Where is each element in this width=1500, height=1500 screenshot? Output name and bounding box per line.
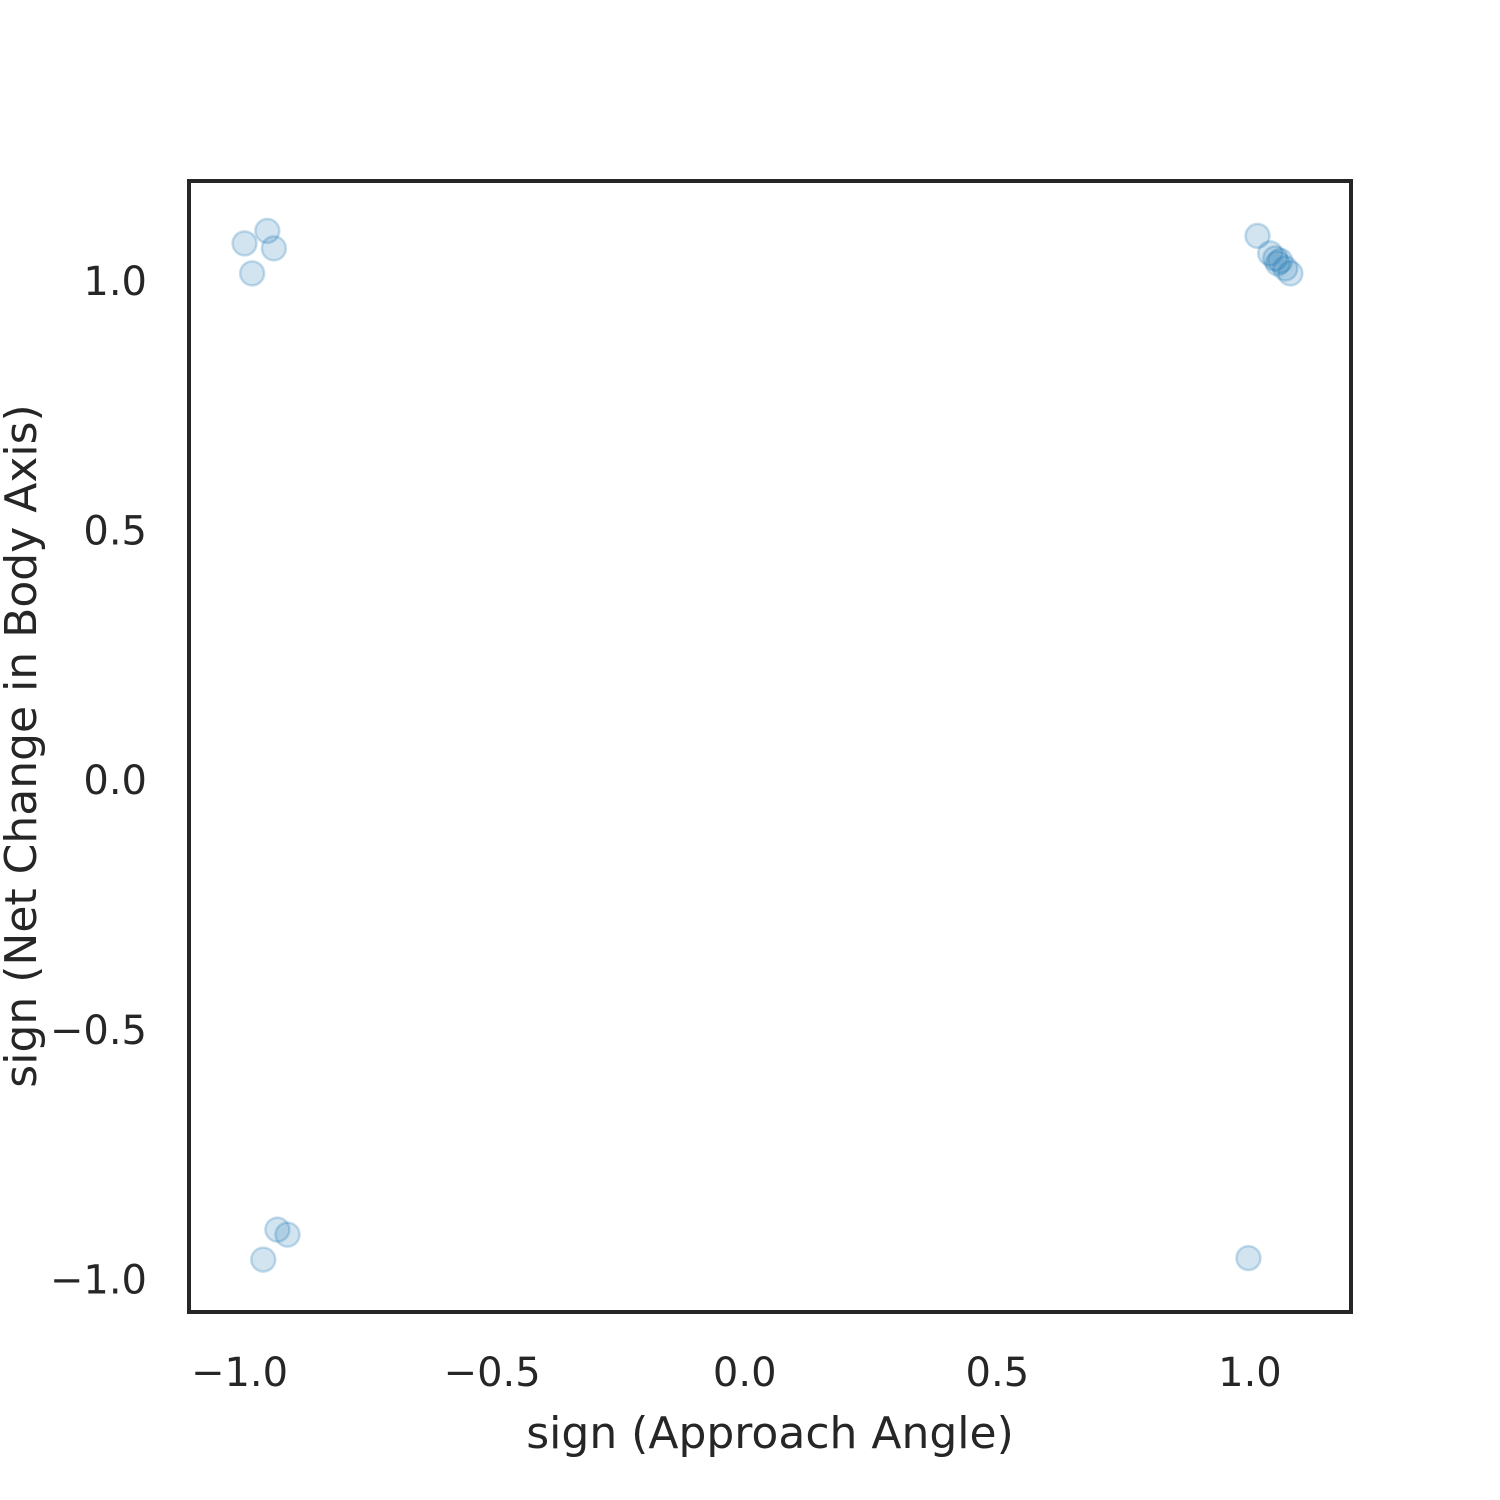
y-tick-label: −0.5 bbox=[50, 1008, 147, 1054]
plot-background bbox=[189, 181, 1351, 1312]
scatter-point bbox=[1261, 245, 1289, 272]
y-axis-label: sign (Net Change in Body Axis) bbox=[0, 404, 47, 1087]
scatter-point bbox=[231, 230, 258, 257]
scatter-point bbox=[254, 217, 281, 245]
x-tick-label: 0.5 bbox=[966, 1350, 1030, 1396]
scatter-point bbox=[1267, 247, 1294, 275]
scatter-point bbox=[1277, 260, 1304, 287]
y-tick-label: 0.5 bbox=[83, 509, 147, 555]
y-tick-label: 0.0 bbox=[83, 758, 147, 804]
scatter-point bbox=[250, 1246, 277, 1273]
y-tick-label: 1.0 bbox=[83, 259, 147, 305]
y-tick-labels: −1.0 −0.5 0.0 0.5 1.0 bbox=[50, 259, 147, 1304]
x-tick-labels: −1.0 −0.5 0.0 0.5 1.0 bbox=[191, 1350, 1282, 1396]
scatter-point bbox=[1272, 255, 1299, 282]
points-layer bbox=[231, 217, 1304, 1273]
x-tick-label: −0.5 bbox=[444, 1350, 541, 1396]
scatter-point bbox=[1235, 1244, 1262, 1272]
scatter-point bbox=[1264, 250, 1291, 277]
plot-frame bbox=[187, 179, 1353, 1314]
x-tick-label: −1.0 bbox=[191, 1350, 288, 1396]
scatter-point bbox=[274, 1221, 301, 1248]
x-tick-label: 0.0 bbox=[713, 1350, 777, 1396]
scatter-point bbox=[1244, 222, 1271, 250]
y-tick-label: −1.0 bbox=[50, 1258, 147, 1304]
scatter-point bbox=[238, 260, 266, 287]
scatter-point bbox=[264, 1216, 291, 1243]
x-axis-label: sign (Approach Angle) bbox=[526, 1408, 1014, 1459]
scatter-point bbox=[1256, 240, 1284, 267]
scatter-point bbox=[260, 235, 288, 262]
x-tick-label: 1.0 bbox=[1218, 1350, 1282, 1396]
